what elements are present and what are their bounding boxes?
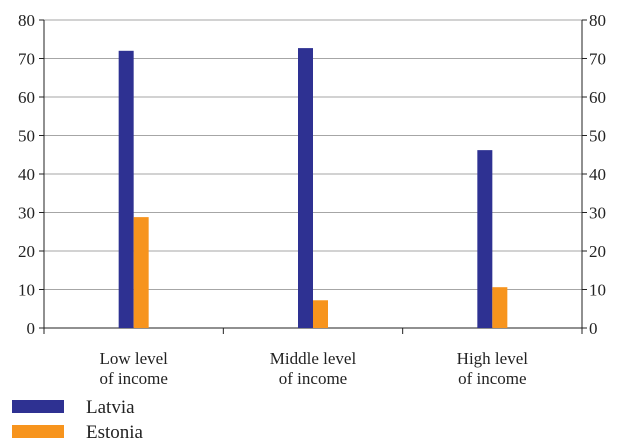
y-axis-right-ticks: 0 10 20 30 40 50 60 70 80 [582, 11, 606, 338]
legend: Latvia Estonia [12, 397, 144, 439]
y-tick-label-right: 80 [589, 11, 606, 30]
y-tick-label-left: 20 [18, 242, 35, 261]
y-tick-label-right: 70 [589, 50, 606, 69]
y-tick-label-left: 60 [18, 88, 35, 107]
y-tick-label-left: 30 [18, 204, 35, 223]
y-tick-label-left: 80 [18, 11, 35, 30]
y-tick-label-left: 10 [18, 281, 35, 300]
y-tick-label-right: 30 [589, 204, 606, 223]
y-tick-label-right: 60 [589, 88, 606, 107]
y-tick-label-right: 40 [589, 165, 606, 184]
legend-label-latvia: Latvia [86, 397, 135, 418]
y-tick-label-left: 40 [18, 165, 35, 184]
y-tick-label-left: 50 [18, 127, 35, 146]
bar-estonia [313, 300, 328, 328]
category-labels: Low level of income Middle level of income H… [99, 349, 528, 388]
bar-latvia [118, 50, 134, 329]
y-axis-left-ticks: 0 10 20 30 40 50 60 70 80 [18, 11, 44, 338]
bar-latvia [477, 150, 493, 328]
bar-latvia [298, 48, 313, 328]
legend-swatch-latvia [12, 400, 64, 413]
y-tick-label-left: 0 [27, 319, 36, 338]
legend-swatch-estonia [12, 425, 64, 438]
y-tick-label-left: 70 [18, 50, 35, 69]
y-tick-label-right: 20 [589, 242, 606, 261]
x-category-label: Middle level of income [270, 349, 357, 388]
y-tick-label-right: 50 [589, 127, 606, 146]
legend-label-estonia: Estonia [86, 422, 144, 439]
bar-estonia [492, 287, 508, 328]
x-category-label: High level of income [457, 349, 529, 388]
bars [118, 48, 508, 329]
y-tick-label-right: 0 [589, 319, 598, 338]
x-category-label: Low level of income [99, 349, 168, 388]
bar-estonia [133, 217, 149, 328]
y-tick-label-right: 10 [589, 281, 606, 300]
